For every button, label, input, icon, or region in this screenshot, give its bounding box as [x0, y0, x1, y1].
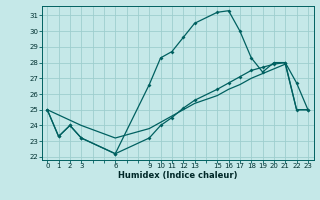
X-axis label: Humidex (Indice chaleur): Humidex (Indice chaleur) — [118, 171, 237, 180]
